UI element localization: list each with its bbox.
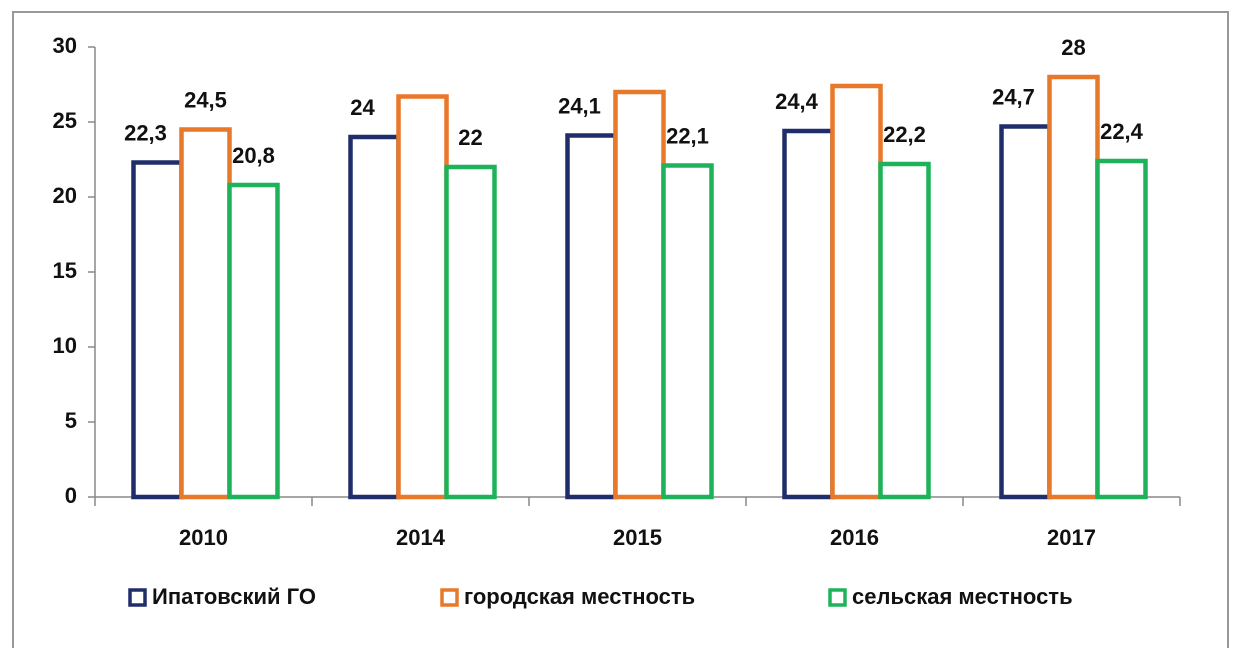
value-label: 24 [350, 95, 375, 120]
y-tick-label: 15 [53, 258, 77, 283]
value-label: 24,5 [184, 87, 227, 112]
legend-label: городская местность [464, 584, 695, 609]
bar [131, 160, 184, 500]
y-tick-label: 30 [53, 33, 77, 58]
bar [1095, 158, 1148, 500]
x-tick-label: 2016 [830, 525, 879, 550]
bar [227, 182, 280, 500]
bar [396, 94, 449, 500]
legend-label: сельская местность [852, 584, 1073, 609]
bar [565, 133, 618, 500]
bar [444, 164, 497, 500]
value-label: 24,1 [558, 93, 601, 118]
legend-marker [828, 588, 847, 607]
bar [830, 83, 883, 500]
y-tick-label: 25 [53, 108, 77, 133]
value-label: 22,2 [883, 122, 926, 147]
y-tick-label: 20 [53, 183, 77, 208]
bar [782, 128, 835, 500]
frame [12, 11, 1229, 648]
value-label: 22 [458, 125, 482, 150]
y-tick-label: 10 [53, 333, 77, 358]
y-tick-label: 0 [65, 483, 77, 508]
value-label: 22,3 [124, 120, 167, 145]
legend-marker [440, 588, 459, 607]
value-label: 24,7 [992, 84, 1035, 109]
y-tick-label: 5 [65, 408, 77, 433]
value-label: 24,4 [775, 89, 819, 114]
legend-marker [128, 588, 147, 607]
x-tick-label: 2014 [396, 525, 446, 550]
x-tick-label: 2017 [1047, 525, 1096, 550]
bar [179, 127, 232, 500]
legend-label: Ипатовский ГО [152, 584, 316, 609]
bar [661, 163, 714, 500]
value-label: 28 [1061, 35, 1085, 60]
bar [1047, 74, 1100, 500]
bar [348, 134, 401, 500]
value-label: 20,8 [232, 143, 275, 168]
bar [878, 161, 931, 500]
x-tick-label: 2010 [179, 525, 228, 550]
value-label: 22,1 [666, 123, 709, 148]
value-label: 22,4 [1100, 119, 1144, 144]
bar [999, 124, 1052, 500]
x-tick-label: 2015 [613, 525, 662, 550]
bar [613, 89, 666, 500]
